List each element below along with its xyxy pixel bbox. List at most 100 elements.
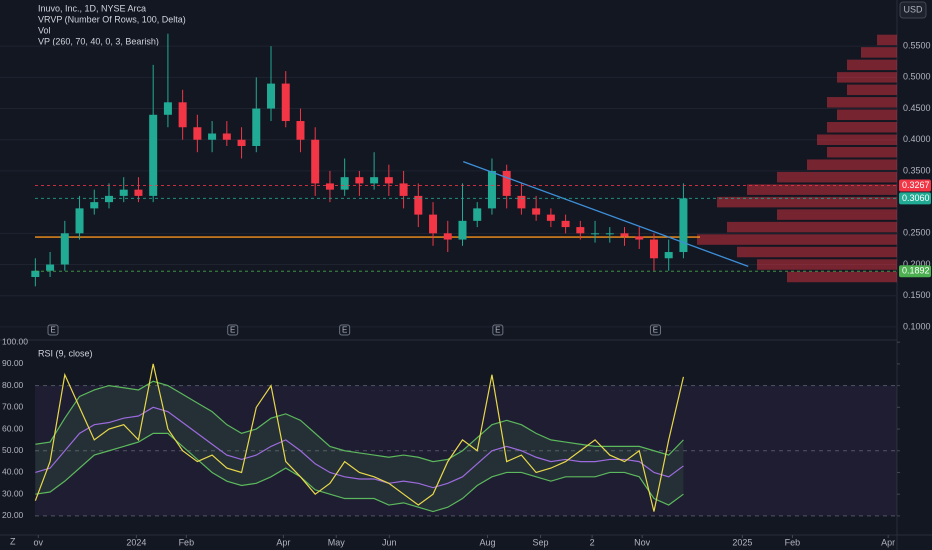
candle-body — [399, 183, 408, 196]
candle-body — [576, 227, 585, 234]
candle-body — [60, 233, 69, 265]
earnings-marker — [492, 324, 504, 336]
x-tick-label: May — [328, 537, 346, 547]
y-tick-label: 50.00 — [2, 445, 24, 455]
y-tick-label: 0.4500 — [903, 103, 931, 113]
candle-body — [75, 208, 84, 234]
x-tick-label: Nov — [634, 537, 651, 547]
earnings-marker — [227, 324, 239, 336]
currency-button[interactable] — [899, 1, 927, 19]
y-tick-label: 0.2500 — [903, 228, 931, 238]
volume-profile-bar — [837, 109, 897, 121]
candle-body — [429, 214, 438, 234]
candle-body — [193, 127, 202, 140]
y-tick-label: 100.00 — [2, 336, 28, 346]
y-tick-label: 90.00 — [2, 358, 24, 368]
price-label-box — [899, 192, 931, 205]
candle-body — [458, 220, 467, 240]
volume-profile-bar — [787, 271, 897, 283]
y-tick-label: 0.4000 — [903, 134, 931, 144]
candle-body — [31, 270, 40, 277]
volume-profile-bar — [697, 234, 897, 245]
currency[interactable]: USD — [903, 4, 923, 14]
volume-profile-bar — [757, 259, 897, 270]
y-tick-label: 0.1500 — [903, 290, 931, 300]
x-tick-label: 2 — [590, 537, 595, 547]
x-tick-label: Feb — [785, 537, 801, 547]
y-tick-label: 30.00 — [2, 488, 24, 498]
candle-body — [605, 233, 614, 235]
x-tick-label: Jun — [382, 537, 397, 547]
candle-body — [237, 139, 246, 146]
candle-body — [370, 177, 379, 184]
candle-body — [546, 214, 555, 221]
candle-body — [104, 195, 113, 203]
volume-profile-bar — [747, 184, 897, 195]
price-label: 0.1892 — [902, 266, 930, 276]
candle-body — [532, 208, 541, 215]
candle-body — [149, 114, 158, 196]
candle-body — [252, 108, 261, 146]
candle-body — [561, 220, 570, 228]
volume-profile-bar — [847, 84, 897, 96]
candle-body — [679, 198, 688, 253]
volume-profile-bar — [737, 246, 897, 258]
candle-body — [119, 189, 128, 196]
y-tick-label: 20.00 — [2, 510, 24, 520]
earnings-marker — [47, 324, 59, 336]
earnings-label: E — [653, 326, 658, 335]
x-tick-label: Feb — [179, 537, 195, 547]
y-tick-label: 40.00 — [2, 467, 24, 477]
y-tick-label: 60.00 — [2, 423, 24, 433]
x-tick-label: ov — [34, 537, 44, 547]
candle-body — [517, 195, 526, 209]
candle-body — [635, 236, 644, 240]
y-tick-label: 0.1000 — [903, 321, 931, 331]
volume-profile-bar — [827, 97, 897, 108]
volume-profile-bar — [827, 146, 897, 158]
x-tick-label: Apr — [881, 537, 895, 547]
earnings-marker — [649, 324, 661, 336]
rsi-line — [34, 363, 685, 512]
earnings-label: E — [342, 326, 347, 335]
candle-body — [473, 208, 482, 221]
volume-profile-bar — [827, 122, 897, 133]
rsi-title: RSI (9, close) — [38, 348, 93, 358]
volume-profile-bar — [727, 221, 897, 233]
candle-body — [208, 133, 217, 140]
price-label-box — [899, 179, 931, 192]
candle-body — [664, 252, 673, 259]
candle-body — [384, 177, 393, 184]
candle-body — [620, 233, 629, 237]
candle-body — [502, 170, 511, 196]
volume-profile-bar — [817, 134, 897, 145]
earnings-label: E — [50, 326, 55, 335]
y-tick-label: 0.2000 — [903, 259, 931, 269]
earnings-marker — [339, 324, 351, 336]
candle-body — [487, 170, 496, 209]
corner-label[interactable]: Z — [10, 536, 16, 546]
candle-body — [443, 233, 452, 240]
candle-body — [267, 83, 276, 109]
indicator-label: Vol — [38, 25, 51, 35]
volume-profile-bar — [877, 34, 897, 46]
indicator-label: VRVP (Number Of Rows, 100, Delta) — [38, 14, 186, 24]
symbol-title: Inuvo, Inc., 1D, NYSE Arca — [38, 3, 146, 13]
candle-body — [649, 239, 658, 259]
x-tick-label: Apr — [276, 537, 290, 547]
x-tick-label: 2025 — [732, 537, 752, 547]
y-tick-label: 80.00 — [2, 380, 24, 390]
candle-body — [90, 202, 99, 209]
candle-body — [163, 102, 172, 115]
band-lower — [35, 432, 684, 513]
candle-body — [414, 195, 423, 215]
candle-body — [355, 177, 364, 184]
trendline — [463, 160, 749, 267]
x-tick-label: 2024 — [126, 537, 146, 547]
volume-profile-bar — [777, 209, 897, 220]
volume-profile-bar — [717, 196, 897, 208]
candle-body — [134, 189, 143, 196]
candle-body — [281, 83, 290, 122]
